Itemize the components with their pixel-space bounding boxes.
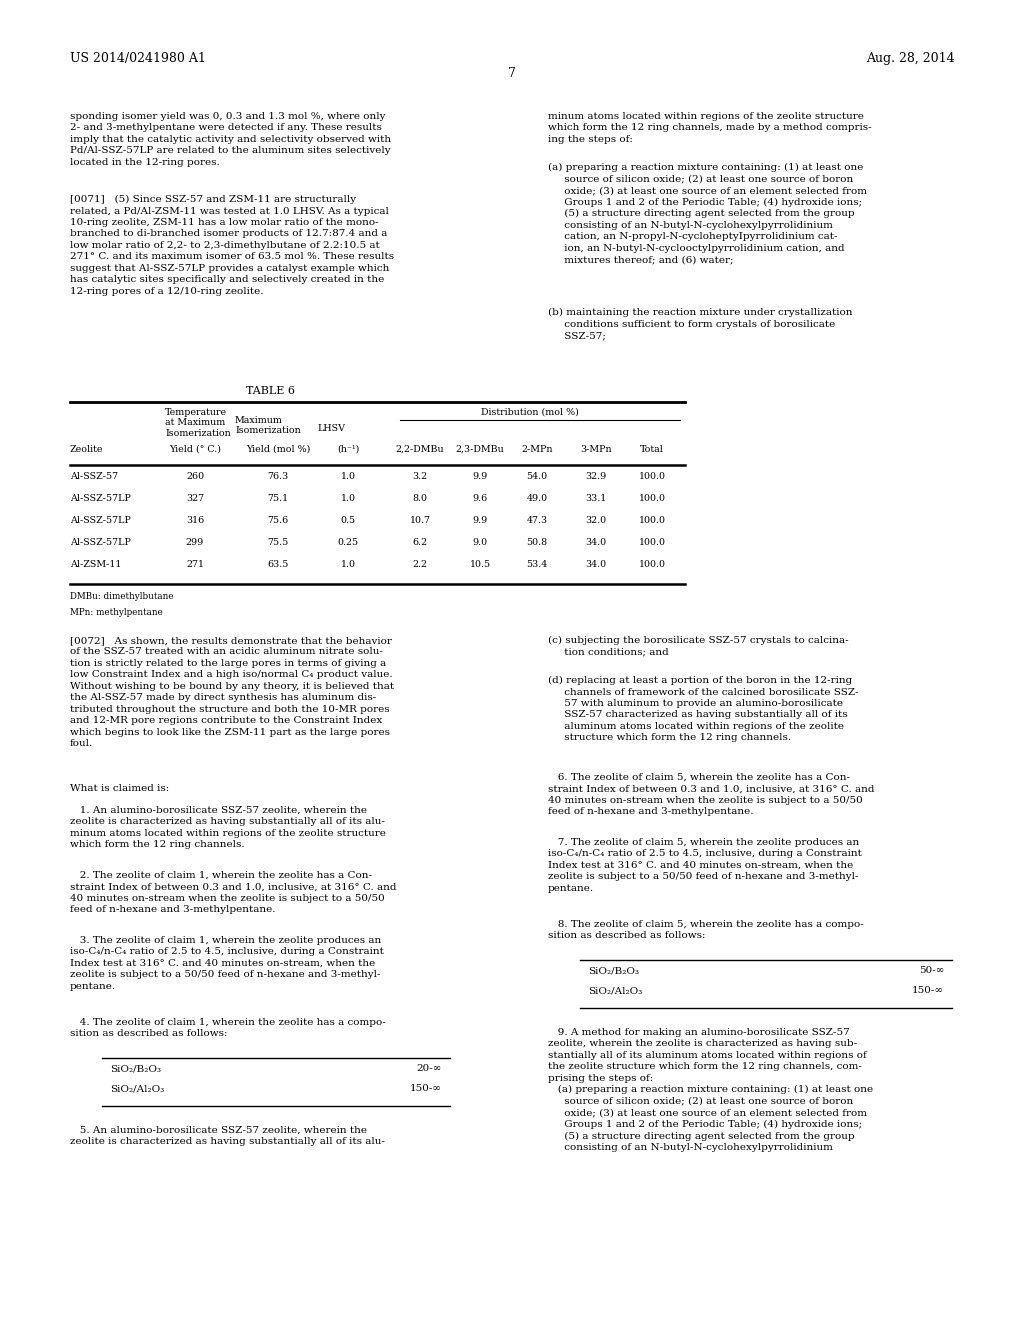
Text: 34.0: 34.0	[586, 539, 606, 546]
Text: 3. The zeolite of claim 1, wherein the zeolite produces an
iso-C₄/n-C₄ ratio of : 3. The zeolite of claim 1, wherein the z…	[70, 936, 384, 991]
Text: Aug. 28, 2014: Aug. 28, 2014	[866, 51, 955, 65]
Text: 54.0: 54.0	[526, 473, 548, 480]
Text: 100.0: 100.0	[639, 473, 666, 480]
Text: 1.0: 1.0	[341, 473, 355, 480]
Text: minum atoms located within regions of the zeolite structure
which form the 12 ri: minum atoms located within regions of th…	[548, 112, 871, 144]
Text: US 2014/0241980 A1: US 2014/0241980 A1	[70, 51, 206, 65]
Text: 47.3: 47.3	[526, 516, 548, 525]
Text: (c) subjecting the borosilicate SSZ-57 crystals to calcina-
     tion conditions: (c) subjecting the borosilicate SSZ-57 c…	[548, 636, 849, 656]
Text: 4. The zeolite of claim 1, wherein the zeolite has a compo-
sition as described : 4. The zeolite of claim 1, wherein the z…	[70, 1018, 386, 1039]
Text: 20-∞: 20-∞	[417, 1064, 442, 1073]
Text: 50-∞: 50-∞	[919, 966, 944, 975]
Text: 32.9: 32.9	[586, 473, 606, 480]
Text: 327: 327	[186, 494, 204, 503]
Text: 3.2: 3.2	[413, 473, 428, 480]
Text: (b) maintaining the reaction mixture under crystallization
     conditions suffi: (b) maintaining the reaction mixture und…	[548, 308, 853, 341]
Text: Maximum
Isomerization: Maximum Isomerization	[234, 416, 301, 436]
Text: Yield (° C.): Yield (° C.)	[169, 445, 221, 454]
Text: 150-∞: 150-∞	[912, 986, 944, 995]
Text: (d) replacing at least a portion of the boron in the 12-ring
     channels of fr: (d) replacing at least a portion of the …	[548, 676, 859, 742]
Text: 53.4: 53.4	[526, 560, 548, 569]
Text: 34.0: 34.0	[586, 560, 606, 569]
Text: 316: 316	[186, 516, 204, 525]
Text: Zeolite: Zeolite	[70, 445, 103, 454]
Text: MPn: methylpentane: MPn: methylpentane	[70, 609, 163, 616]
Text: 10.5: 10.5	[469, 560, 490, 569]
Text: [0072]   As shown, the results demonstrate that the behavior
of the SSZ-57 treat: [0072] As shown, the results demonstrate…	[70, 636, 394, 748]
Text: DMBu: dimethylbutane: DMBu: dimethylbutane	[70, 591, 173, 601]
Text: 1.0: 1.0	[341, 560, 355, 569]
Text: Temperature
at Maximum
Isomerization: Temperature at Maximum Isomerization	[165, 408, 230, 438]
Text: 75.1: 75.1	[267, 494, 289, 503]
Text: Total: Total	[640, 445, 664, 454]
Text: 260: 260	[186, 473, 204, 480]
Text: 1.0: 1.0	[341, 494, 355, 503]
Text: SiO₂/Al₂O₃: SiO₂/Al₂O₃	[588, 986, 642, 995]
Text: LHSV: LHSV	[318, 424, 346, 433]
Text: 100.0: 100.0	[639, 516, 666, 525]
Text: SiO₂/B₂O₃: SiO₂/B₂O₃	[588, 966, 639, 975]
Text: 2,3-DMBu: 2,3-DMBu	[456, 445, 505, 454]
Text: Al-ZSM-11: Al-ZSM-11	[70, 560, 122, 569]
Text: 10.7: 10.7	[410, 516, 430, 525]
Text: 9.9: 9.9	[472, 516, 487, 525]
Text: 8.0: 8.0	[413, 494, 427, 503]
Text: 0.25: 0.25	[338, 539, 358, 546]
Text: SiO₂/Al₂O₃: SiO₂/Al₂O₃	[110, 1084, 164, 1093]
Text: 9.6: 9.6	[472, 494, 487, 503]
Text: 5. An alumino-borosilicate SSZ-57 zeolite, wherein the
zeolite is characterized : 5. An alumino-borosilicate SSZ-57 zeolit…	[70, 1126, 385, 1147]
Text: 0.5: 0.5	[340, 516, 355, 525]
Text: TABLE 6: TABLE 6	[246, 385, 295, 396]
Text: 2,2-DMBu: 2,2-DMBu	[395, 445, 444, 454]
Text: 76.3: 76.3	[267, 473, 289, 480]
Text: 271: 271	[186, 560, 204, 569]
Text: What is claimed is:: What is claimed is:	[70, 784, 169, 793]
Text: 75.6: 75.6	[267, 516, 289, 525]
Text: 299: 299	[186, 539, 204, 546]
Text: Al-SSZ-57LP: Al-SSZ-57LP	[70, 539, 131, 546]
Text: sponding isomer yield was 0, 0.3 and 1.3 mol %, where only
2- and 3-methylpentan: sponding isomer yield was 0, 0.3 and 1.3…	[70, 112, 391, 166]
Text: (a) preparing a reaction mixture containing: (1) at least one
     source of sil: (a) preparing a reaction mixture contain…	[548, 162, 867, 264]
Text: 7: 7	[508, 67, 516, 81]
Text: 33.1: 33.1	[586, 494, 606, 503]
Text: 49.0: 49.0	[526, 494, 548, 503]
Text: 50.8: 50.8	[526, 539, 548, 546]
Text: Yield (mol %): Yield (mol %)	[246, 445, 310, 454]
Text: 100.0: 100.0	[639, 560, 666, 569]
Text: [0071]   (5) Since SSZ-57 and ZSM-11 are structurally
related, a Pd/Al-ZSM-11 wa: [0071] (5) Since SSZ-57 and ZSM-11 are s…	[70, 195, 394, 296]
Text: 9.9: 9.9	[472, 473, 487, 480]
Text: 9. A method for making an alumino-borosilicate SSZ-57
zeolite, wherein the zeoli: 9. A method for making an alumino-borosi…	[548, 1028, 873, 1152]
Text: 100.0: 100.0	[639, 494, 666, 503]
Text: SiO₂/B₂O₃: SiO₂/B₂O₃	[110, 1064, 161, 1073]
Text: 32.0: 32.0	[586, 516, 606, 525]
Text: Distribution (mol %): Distribution (mol %)	[481, 408, 579, 417]
Text: 100.0: 100.0	[639, 539, 666, 546]
Text: 63.5: 63.5	[267, 560, 289, 569]
Text: 3-MPn: 3-MPn	[581, 445, 611, 454]
Text: 8. The zeolite of claim 5, wherein the zeolite has a compo-
sition as described : 8. The zeolite of claim 5, wherein the z…	[548, 920, 864, 940]
Text: Al-SSZ-57LP: Al-SSZ-57LP	[70, 516, 131, 525]
Text: 2-MPn: 2-MPn	[521, 445, 553, 454]
Text: 6. The zeolite of claim 5, wherein the zeolite has a Con-
straint Index of betwe: 6. The zeolite of claim 5, wherein the z…	[548, 774, 874, 816]
Text: 7. The zeolite of claim 5, wherein the zeolite produces an
iso-C₄/n-C₄ ratio of : 7. The zeolite of claim 5, wherein the z…	[548, 838, 862, 892]
Text: 75.5: 75.5	[267, 539, 289, 546]
Text: 1. An alumino-borosilicate SSZ-57 zeolite, wherein the
zeolite is characterized : 1. An alumino-borosilicate SSZ-57 zeolit…	[70, 807, 386, 849]
Text: (h⁻¹): (h⁻¹)	[337, 445, 359, 454]
Text: 6.2: 6.2	[413, 539, 428, 546]
Text: 150-∞: 150-∞	[410, 1084, 442, 1093]
Text: Al-SSZ-57: Al-SSZ-57	[70, 473, 118, 480]
Text: 2.2: 2.2	[413, 560, 427, 569]
Text: 2. The zeolite of claim 1, wherein the zeolite has a Con-
straint Index of betwe: 2. The zeolite of claim 1, wherein the z…	[70, 871, 396, 915]
Text: Al-SSZ-57LP: Al-SSZ-57LP	[70, 494, 131, 503]
Text: 9.0: 9.0	[472, 539, 487, 546]
